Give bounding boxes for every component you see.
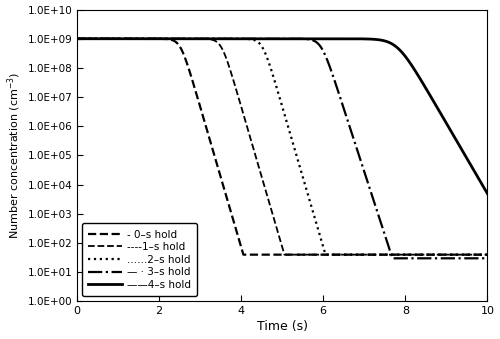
Y-axis label: Number concentration (cm$^{-3}$): Number concentration (cm$^{-3}$) [6, 72, 23, 239]
Legend: - 0–s hold, ----1–s hold, ......2–s hold, — · 3–s hold, ——4–s hold: - 0–s hold, ----1–s hold, ......2–s hold… [82, 223, 197, 296]
X-axis label: Time (s): Time (s) [256, 320, 308, 334]
